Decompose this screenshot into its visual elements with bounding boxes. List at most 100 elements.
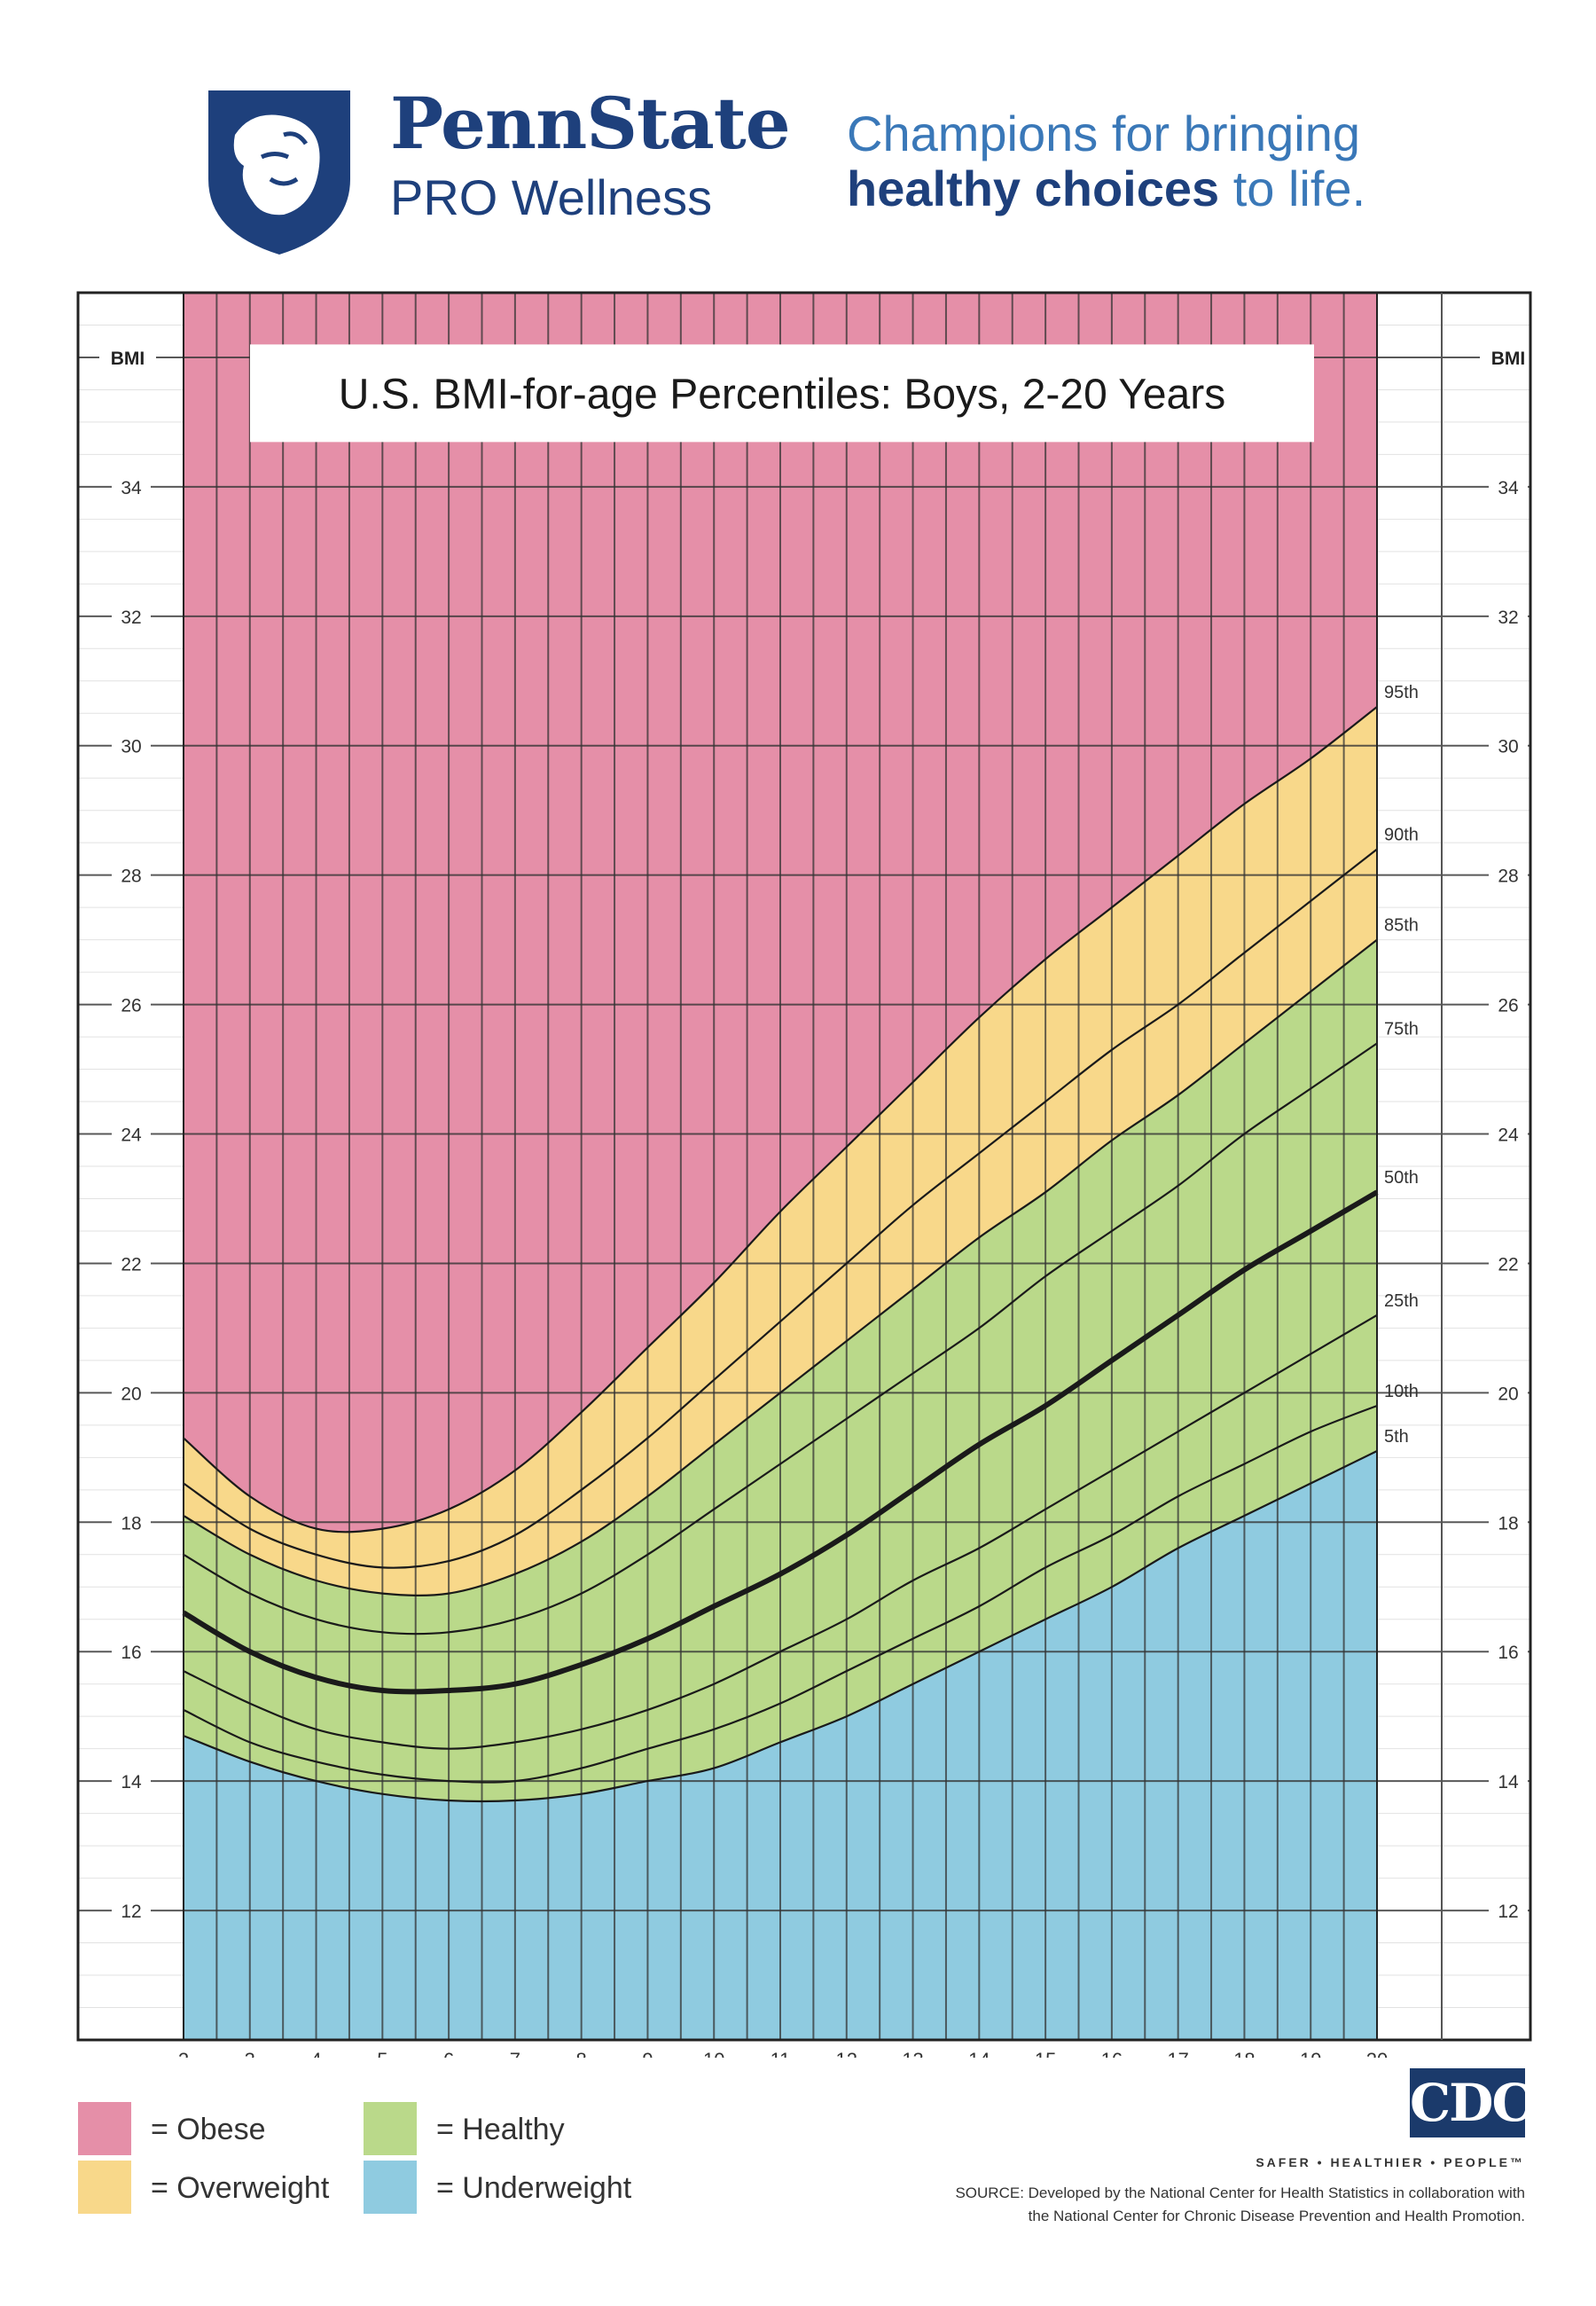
percentile-label-10th: 10th [1384, 1382, 1419, 1401]
x-tick-label: 12 [836, 2049, 857, 2058]
y-tick-label-right: 28 [1498, 867, 1518, 887]
y-tick-label-right: 18 [1498, 1513, 1518, 1533]
percentile-curve-25th [183, 1314, 1378, 1750]
legend-label-healthy: = Healthy [436, 2113, 565, 2146]
y-tick-label-right: 14 [1498, 1772, 1519, 1792]
percentile-label-90th: 90th [1384, 825, 1419, 844]
y-tick-label-right: 26 [1498, 996, 1518, 1016]
x-tick-label: 10 [703, 2049, 724, 2058]
x-tick-label: 3 [245, 2049, 255, 2058]
nittany-lion-shield-icon [208, 90, 350, 255]
y-tick-label-left: 22 [121, 1254, 141, 1275]
x-tick-label: 17 [1167, 2049, 1188, 2058]
percentile-label-25th: 25th [1384, 1291, 1419, 1311]
y-tick-label-right: 34 [1498, 478, 1519, 498]
percentile-curve-50th [182, 1189, 1379, 1695]
y-axis-label-right: BMI [1491, 349, 1526, 369]
y-tick-bg [1489, 604, 1528, 628]
y-tick-bg [112, 992, 151, 1016]
chart-frame [76, 291, 1532, 2042]
x-tick-label: 15 [1035, 2049, 1056, 2058]
cdc-tagline: SAFER • HEALTHIER • PEOPLE™ [1256, 2155, 1525, 2169]
source-note: SOURCE: Developed by the National Center… [798, 2182, 1525, 2228]
percentile-curve-10th [183, 1404, 1378, 1784]
y-tick-label-left: 24 [121, 1126, 142, 1146]
y-tick-bg [112, 1769, 151, 1793]
y-tick-bg [1489, 1769, 1528, 1793]
percentile-label-85th: 85th [1384, 916, 1419, 936]
x-tick-label: 18 [1233, 2049, 1255, 2058]
percentile-label-75th: 75th [1384, 1019, 1419, 1039]
title-box [250, 344, 1314, 443]
tagline-rest: to life. [1219, 161, 1366, 216]
chart-title: U.S. BMI-for-age Percentiles: Boys, 2-20… [339, 371, 1225, 418]
tagline-line1: Champions for bringing [847, 106, 1360, 161]
header: PennState PRO Wellness Champions for bri… [0, 0, 1596, 284]
y-tick-bg [1489, 992, 1528, 1016]
y-tick-label-left: 14 [121, 1772, 142, 1792]
y-tick-bg [112, 1510, 151, 1534]
percentile-curve-90th [183, 848, 1378, 1569]
percentile-label-50th: 50th [1384, 1168, 1419, 1188]
y-tick-label-right: 32 [1498, 608, 1518, 628]
y-tick-label-right: 16 [1498, 1643, 1518, 1663]
y-tick-label-right: 12 [1498, 1902, 1518, 1922]
legend-swatch-obese [78, 2102, 131, 2155]
y-tick-bg [1489, 733, 1528, 757]
y-tick-bg [1489, 1381, 1528, 1405]
y-tick-bg [112, 475, 151, 498]
y-tick-label-left: 20 [121, 1384, 141, 1404]
x-tick-label: 9 [642, 2049, 653, 2058]
tagline-line2: healthy choices to life. [847, 160, 1365, 217]
percentile-curve-85th [183, 938, 1378, 1596]
y-tick-bg [112, 1251, 151, 1275]
percentile-label-5th: 5th [1384, 1427, 1409, 1447]
y-tick-label-right: 20 [1498, 1384, 1518, 1404]
y-tick-bg [112, 863, 151, 887]
y-tick-label-left: 30 [121, 737, 141, 757]
y-tick-bg [1489, 1640, 1528, 1664]
x-tick-label: 13 [902, 2049, 923, 2058]
x-tick-label: 7 [510, 2049, 520, 2058]
y-tick-bg [1489, 1122, 1528, 1146]
y-tick-label-left: 12 [121, 1902, 141, 1922]
y-tick-bg [112, 1122, 151, 1146]
brand-sub: PRO Wellness [390, 169, 713, 225]
legend-swatch-healthy [364, 2102, 417, 2155]
x-tick-label: 8 [576, 2049, 587, 2058]
legend-label-overweight: = Overweight [151, 2171, 330, 2205]
y-tick-label-right: 24 [1498, 1126, 1519, 1146]
legend-label-obese: = Obese [151, 2113, 266, 2146]
y-tick-label-right: 22 [1498, 1254, 1518, 1275]
y-tick-bg [112, 1640, 151, 1664]
source-line1: SOURCE: Developed by the National Center… [955, 2184, 1525, 2201]
y-tick-bg [1489, 1899, 1528, 1923]
brand-name: PennState [390, 82, 791, 165]
legend-label-underweight: = Underweight [436, 2171, 632, 2205]
y-tick-bg [1489, 475, 1528, 498]
cdc-logo: CDC [1410, 2068, 1533, 2137]
x-tick-label: 6 [443, 2049, 454, 2058]
bmi-label-bg [1480, 344, 1537, 370]
percentile-curve-5th [183, 1450, 1378, 1803]
y-tick-label-left: 34 [121, 478, 142, 498]
y-tick-label-left: 32 [121, 608, 141, 628]
tagline-bold: healthy choices [847, 161, 1220, 216]
bmi-chart: 5th 10th 25th 50th 75th 85th 90th 95th BMI BMI 12 1… [76, 291, 1537, 2058]
x-tick-label: 14 [968, 2049, 990, 2058]
x-tick-label: 11 [771, 2049, 791, 2058]
y-tick-label-left: 28 [121, 867, 141, 887]
y-tick-label-left: 18 [121, 1513, 141, 1533]
legend: = Obese = Healthy = Overweight = Underwe… [0, 2102, 1596, 2306]
y-tick-bg [112, 604, 151, 628]
percentile-curve-95th [183, 706, 1378, 1533]
y-tick-bg [112, 1899, 151, 1923]
y-axis-label-left: BMI [111, 349, 145, 369]
x-tick-label: 2 [178, 2049, 189, 2058]
percentile-label-95th: 95th [1384, 683, 1419, 702]
y-tick-label-left: 16 [121, 1643, 141, 1663]
y-tick-bg [112, 1381, 151, 1405]
y-tick-label-left: 26 [121, 996, 141, 1016]
x-tick-label: 16 [1101, 2049, 1123, 2058]
y-tick-bg [112, 733, 151, 757]
